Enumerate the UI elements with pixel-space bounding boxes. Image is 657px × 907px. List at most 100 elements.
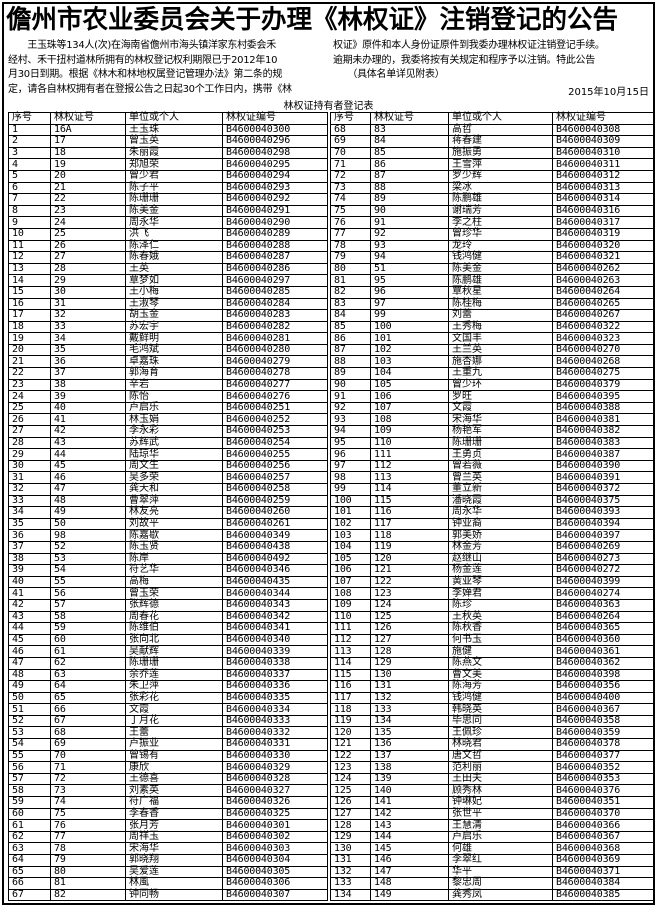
table-row: 63 78 宋海华 B4600040303 xyxy=(8,842,328,855)
seq-cell: 31 xyxy=(8,471,51,484)
holder-cell: 张彩花 xyxy=(125,691,223,705)
cert-code-cell: B4600040337 xyxy=(222,668,328,682)
table-row: 9 24 周永华 B4600040290 xyxy=(8,216,328,229)
seq-cell: 4 xyxy=(8,158,51,171)
seq-cell: 71 xyxy=(330,158,371,171)
table-row: 46 61 吴献辉 B4600040339 xyxy=(8,645,328,658)
cert-code-cell: B4600040336 xyxy=(222,680,328,693)
holder-cell: 周永华 xyxy=(448,506,553,519)
cert-code-cell: B4600040393 xyxy=(552,506,654,519)
holder-cell: 戴鲜明 xyxy=(125,332,223,345)
table-row: 38 53 陈岸 B4600040492 xyxy=(8,552,328,566)
table-row: 13 28 王英 B4600040286 xyxy=(8,262,328,276)
cert-code-cell: B4600040372 xyxy=(552,483,654,496)
seq-cell: 129 xyxy=(330,830,371,844)
seq-cell: 25 xyxy=(8,401,51,415)
table-row: 26 41 林玉娟 B4600040252 xyxy=(8,413,328,427)
cert-no-cell: 80 xyxy=(50,865,126,879)
cert-no-cell: 56 xyxy=(50,587,126,600)
holder-cell: 华平 xyxy=(448,865,553,879)
seq-cell: 126 xyxy=(330,796,371,809)
table-row: 11 26 陈泽仁 B4600040288 xyxy=(8,239,328,253)
cert-code-cell: B4600040288 xyxy=(222,239,328,253)
cert-code-cell: B4600040378 xyxy=(552,738,654,751)
seq-cell: 111 xyxy=(330,622,371,635)
cert-no-cell: 119 xyxy=(370,540,449,554)
table-row: 84 99 刘蕾 B4600040267 xyxy=(330,309,654,322)
cert-code-cell: B4600040328 xyxy=(222,772,328,786)
seq-cell: 116 xyxy=(330,680,371,693)
body-line: 权证》原件和本人身份证原件到我委办理林权证注销登记手续。 xyxy=(333,40,605,51)
cert-code-cell: B4600040339 xyxy=(222,645,328,658)
seq-cell: 41 xyxy=(8,587,51,600)
table-row: 87 102 王兰英 B4600040270 xyxy=(330,343,654,357)
column-header: 林权证号 xyxy=(370,112,449,125)
cert-no-cell: 20 xyxy=(50,169,126,183)
cert-no-cell: 19 xyxy=(50,158,126,171)
cert-code-cell: B4600040375 xyxy=(552,494,654,508)
cert-no-cell: 36 xyxy=(50,355,126,369)
table-row: 104 119 林金芳 B4600040269 xyxy=(330,540,654,554)
holder-cell: 王雪萍 xyxy=(448,158,553,171)
table-row: 120 135 王佩珍 B4600040359 xyxy=(330,726,654,740)
seq-cell: 81 xyxy=(330,274,371,287)
holder-cell: 罗少辉 xyxy=(448,169,553,183)
cert-no-cell: 46 xyxy=(50,471,126,484)
cert-no-cell: 105 xyxy=(370,378,449,392)
holder-cell: 周文生 xyxy=(125,459,223,473)
holder-cell: 林玉娟 xyxy=(125,413,223,427)
cert-no-cell: 138 xyxy=(370,761,449,774)
seq-cell: 23 xyxy=(8,378,51,392)
holder-cell: 陈怡 xyxy=(125,390,223,403)
holder-cell: 杨艳军 xyxy=(448,425,553,438)
cert-code-cell: B4600040356 xyxy=(552,680,654,693)
cert-no-cell: 26 xyxy=(50,239,126,253)
table-row: 74 89 陈鹏雄 B4600040314 xyxy=(330,193,654,206)
cert-no-cell: 25 xyxy=(50,227,126,241)
cert-no-cell: 91 xyxy=(370,216,449,229)
cert-code-cell: B4600040296 xyxy=(222,135,328,148)
cert-no-cell: 129 xyxy=(370,656,449,670)
cert-code-cell: B4600040365 xyxy=(552,622,654,635)
table-row: 57 72 王德喜 B4600040328 xyxy=(8,772,328,786)
holder-cell: 曾锡有 xyxy=(125,749,223,763)
seq-cell: 113 xyxy=(330,645,371,658)
table-row: 108 123 李婵君 B4600040274 xyxy=(330,587,654,600)
holder-cell: 王德喜 xyxy=(125,772,223,786)
holder-cell: 王兰英 xyxy=(448,343,553,357)
cert-no-cell: 70 xyxy=(50,749,126,763)
table-row: 68 83 高哲 B4600040308 xyxy=(330,123,654,137)
seq-cell: 11 xyxy=(8,239,51,253)
holder-cell: 文霞 xyxy=(125,703,223,716)
seq-cell: 44 xyxy=(8,622,51,635)
table-row: 71 86 王雪萍 B4600040311 xyxy=(330,158,654,171)
holder-cell: 李永彩 xyxy=(125,425,223,438)
table-row: 65 80 吴爱莲 B4600040305 xyxy=(8,865,328,879)
holder-cell: 陈子平 xyxy=(125,181,223,195)
table-row: 48 63 余乔莲 B4600040337 xyxy=(8,668,328,682)
cert-code-cell: B4600040308 xyxy=(552,123,654,137)
holder-cell: 蒋春建 xyxy=(448,135,553,148)
cert-code-cell: B4600040282 xyxy=(222,320,328,334)
cert-no-cell: 126 xyxy=(370,622,449,635)
holder-cell: 康欣 xyxy=(125,761,223,774)
seq-cell: 14 xyxy=(8,274,51,287)
seq-cell: 58 xyxy=(8,784,51,798)
cert-no-cell: 111 xyxy=(370,448,449,461)
cert-no-cell: 85 xyxy=(370,146,449,160)
cert-no-cell: 49 xyxy=(50,506,126,519)
cert-code-cell: B4600040305 xyxy=(222,865,328,879)
table-row: 78 93 龙玲 B4600040320 xyxy=(330,239,654,253)
table-row: 92 107 文霞 B4600040388 xyxy=(330,401,654,415)
table-row: 125 140 顾秀林 B4600040376 xyxy=(330,784,654,798)
seq-cell: 57 xyxy=(8,772,51,786)
cert-code-cell: B4600040325 xyxy=(222,807,328,821)
body-line: 逾期未办理的，我委将按有关规定和程序予以注销。特此公告 xyxy=(333,54,595,66)
cert-code-cell: B4600040264 xyxy=(552,285,654,299)
cert-code-cell: B4600040385 xyxy=(552,888,654,902)
seq-cell: 80 xyxy=(330,262,371,276)
cert-no-cell: 51 xyxy=(370,262,449,276)
seq-cell: 118 xyxy=(330,703,371,716)
seq-cell: 66 xyxy=(8,877,51,890)
cert-code-cell: B4600040394 xyxy=(552,517,654,531)
